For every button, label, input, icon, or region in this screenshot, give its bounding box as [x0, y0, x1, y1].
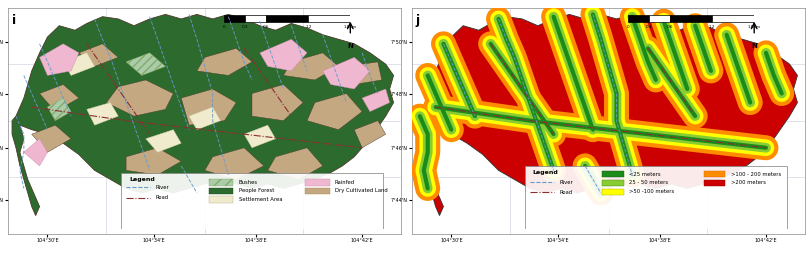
- Polygon shape: [284, 53, 338, 80]
- Text: j: j: [416, 14, 420, 27]
- Polygon shape: [416, 116, 444, 216]
- Polygon shape: [12, 116, 40, 216]
- Polygon shape: [79, 44, 118, 66]
- Polygon shape: [420, 14, 797, 193]
- Polygon shape: [204, 148, 264, 179]
- Polygon shape: [252, 85, 303, 121]
- Polygon shape: [106, 80, 174, 116]
- Text: i: i: [12, 14, 16, 27]
- Polygon shape: [260, 39, 307, 71]
- Polygon shape: [346, 62, 382, 85]
- Polygon shape: [47, 98, 71, 121]
- Polygon shape: [63, 53, 95, 75]
- Polygon shape: [307, 93, 362, 130]
- Polygon shape: [354, 121, 386, 148]
- Polygon shape: [127, 53, 165, 75]
- Polygon shape: [362, 89, 389, 112]
- Polygon shape: [16, 14, 393, 193]
- Polygon shape: [127, 148, 181, 175]
- Polygon shape: [32, 125, 71, 152]
- Polygon shape: [146, 130, 181, 152]
- Polygon shape: [244, 125, 276, 148]
- Polygon shape: [24, 139, 47, 166]
- Polygon shape: [181, 89, 236, 125]
- Polygon shape: [268, 148, 323, 179]
- Polygon shape: [40, 85, 79, 112]
- Polygon shape: [40, 44, 79, 75]
- Polygon shape: [323, 57, 370, 89]
- Polygon shape: [189, 107, 221, 130]
- Polygon shape: [87, 103, 118, 125]
- Polygon shape: [197, 48, 252, 75]
